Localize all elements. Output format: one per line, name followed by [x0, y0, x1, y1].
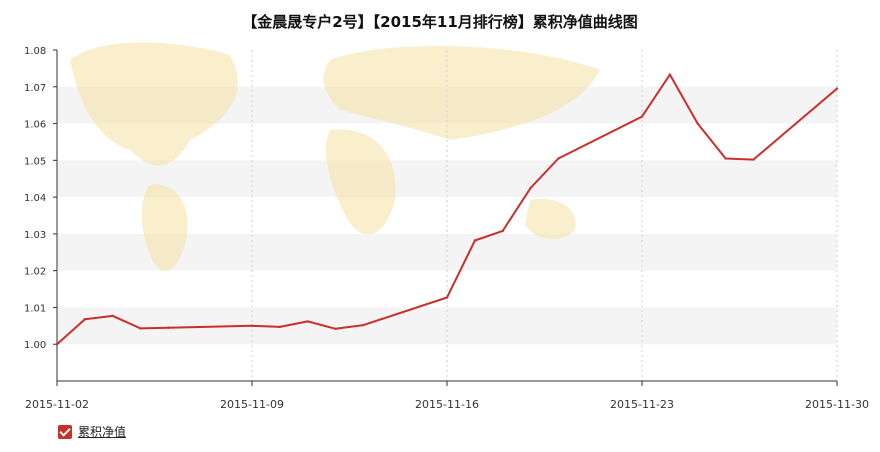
data-point	[529, 186, 532, 190]
data-point	[306, 320, 309, 323]
data-point	[501, 229, 504, 233]
legend-label: 累积净值	[78, 425, 127, 439]
data-point	[83, 318, 87, 321]
world-map-watermark	[70, 42, 600, 272]
data-point	[752, 158, 755, 161]
data-point	[724, 157, 727, 160]
data-point	[111, 314, 114, 318]
axes	[53, 49, 838, 386]
y-tick-label: 1.02	[24, 267, 46, 278]
data-point	[473, 239, 477, 242]
x-tick-label: 2015-11-09	[220, 398, 284, 411]
y-tick-label: 1.08	[24, 46, 46, 57]
y-axis-labels: 1.00 1.01 1.02 1.03 1.04 1.05 1.06 1.07 1.08	[24, 46, 46, 351]
y-tick-label: 1.01	[24, 303, 46, 314]
data-point	[696, 122, 699, 125]
data-point	[55, 343, 59, 346]
data-point	[167, 326, 170, 329]
data-point	[640, 115, 644, 118]
data-point	[445, 296, 449, 299]
x-axis-labels: 2015-11-02 2015-11-09 2015-11-16 2015-11-23…	[25, 398, 869, 411]
data-point	[334, 327, 337, 330]
legend-item[interactable]: 累积净值	[58, 423, 126, 440]
data-point	[835, 87, 839, 90]
y-tick-label: 1.00	[24, 340, 46, 351]
y-tick-label: 1.06	[24, 120, 46, 131]
chart-title: 【金晨晟专户2号】【2015年11月排行榜】累积净值曲线图	[242, 13, 638, 31]
x-tick-label: 2015-11-23	[610, 398, 674, 411]
data-point	[278, 325, 282, 329]
y-tick-label: 1.04	[24, 193, 46, 204]
y-tick-label: 1.05	[24, 156, 46, 167]
y-tick-label: 1.03	[24, 230, 46, 241]
x-tick-label: 2015-11-16	[415, 398, 479, 411]
data-point	[139, 327, 142, 330]
data-point	[668, 73, 672, 76]
checkbox-icon[interactable]	[58, 424, 72, 439]
x-tick-label: 2015-11-30	[805, 398, 869, 411]
y-tick-label: 1.07	[24, 83, 46, 94]
data-point	[557, 157, 560, 160]
x-tick-label: 2015-11-02	[25, 398, 89, 411]
data-point	[250, 324, 254, 328]
series-group	[55, 73, 839, 346]
data-point	[362, 323, 365, 327]
